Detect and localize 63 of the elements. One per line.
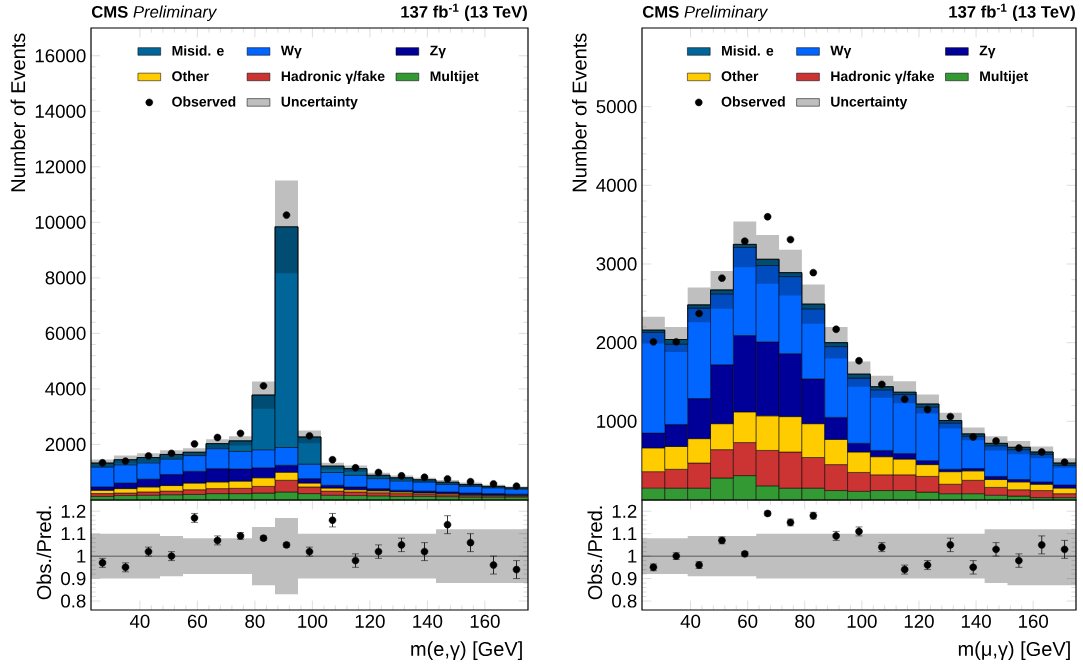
y-tick-label: 0.8 xyxy=(612,594,637,608)
y-tick-label: 1.2 xyxy=(61,504,86,518)
x-tick-label: 100 xyxy=(298,614,328,628)
y-tick-label: 3000 xyxy=(596,257,637,271)
y-tick-label: 1.2 xyxy=(612,504,637,518)
y-tick-label: 1000 xyxy=(597,414,637,428)
chart-title: CMS Preliminary xyxy=(91,5,218,22)
chart-title: CMS Preliminary xyxy=(642,5,769,22)
x-tick-label: 140 xyxy=(961,614,991,628)
x-axis-title: m(e,γ) [GeV] xyxy=(411,641,522,660)
x-axis-title: m(μ,γ) [GeV] xyxy=(958,641,1070,660)
y-tick-label: 10000 xyxy=(35,215,86,229)
legend-label: Wγ xyxy=(280,45,302,59)
y-axis-title: Obs./Pred. xyxy=(587,506,603,600)
legend-label: Hadronic γ/fake xyxy=(281,70,385,84)
y-tick-label: 0.8 xyxy=(61,594,86,608)
x-tick-label: 60 xyxy=(738,614,758,628)
x-tick-label: 140 xyxy=(413,614,443,628)
y-axis-title: Number of Events xyxy=(10,33,26,192)
y-tick-label: 1.1 xyxy=(61,527,86,541)
y-axis-title: Obs./Pred. xyxy=(36,506,52,600)
legend-label: Zγ xyxy=(430,45,446,59)
y-tick-label: 6000 xyxy=(45,326,86,341)
legend-label: Misid. e xyxy=(172,45,224,56)
y-tick-label: 4000 xyxy=(45,382,86,396)
legend-label: Observed xyxy=(172,96,236,107)
x-tick-label: 120 xyxy=(355,614,385,628)
x-tick-label: 80 xyxy=(795,614,815,628)
x-tick-label: 40 xyxy=(129,614,150,628)
chart-subtitle: 137 fb$^{-1}$ (13 TeV) xyxy=(949,3,1075,22)
x-tick-label: 120 xyxy=(904,614,934,628)
chart-subtitle: 137 fb$^{-1}$ (13 TeV) xyxy=(401,3,527,22)
legend-label: Zγ xyxy=(979,45,996,59)
y-tick-label: 1 xyxy=(628,549,637,563)
x-tick-label: 160 xyxy=(470,614,500,628)
legend-label: Other xyxy=(721,70,759,82)
legend-label: Misid. e xyxy=(722,45,774,56)
legend-label: Uncertainty xyxy=(281,96,358,110)
x-tick-label: 60 xyxy=(187,614,208,628)
y-tick-label: 5000 xyxy=(596,100,637,114)
y-tick-label: 4000 xyxy=(596,178,637,192)
legend-label: Other xyxy=(172,70,209,82)
legend-label: Multijet xyxy=(430,70,479,84)
y-tick-label: 12000 xyxy=(35,160,86,174)
y-tick-label: 1 xyxy=(77,549,86,563)
y-tick-label: 0.9 xyxy=(61,571,86,586)
y-tick-label: 8000 xyxy=(45,271,86,285)
y-tick-label: 0.9 xyxy=(612,571,637,586)
legend-label: Wγ xyxy=(830,45,852,59)
x-tick-label: 40 xyxy=(680,614,701,628)
x-tick-label: 160 xyxy=(1019,614,1049,628)
legend-label: Observed xyxy=(721,96,785,107)
x-tick-label: 100 xyxy=(847,614,877,628)
y-tick-label: 2000 xyxy=(45,437,86,452)
y-tick-label: 16000 xyxy=(35,49,86,63)
y-tick-label: 14000 xyxy=(35,104,86,118)
y-axis-title: Number of Events xyxy=(571,33,587,192)
x-tick-label: 80 xyxy=(245,614,265,628)
y-tick-label: 2000 xyxy=(596,336,637,350)
legend-label: Multijet xyxy=(980,70,1029,84)
y-tick-label: 1.1 xyxy=(612,527,637,541)
legend-label: Hadronic γ/fake xyxy=(831,70,935,84)
legend-label: Uncertainty xyxy=(831,96,908,110)
